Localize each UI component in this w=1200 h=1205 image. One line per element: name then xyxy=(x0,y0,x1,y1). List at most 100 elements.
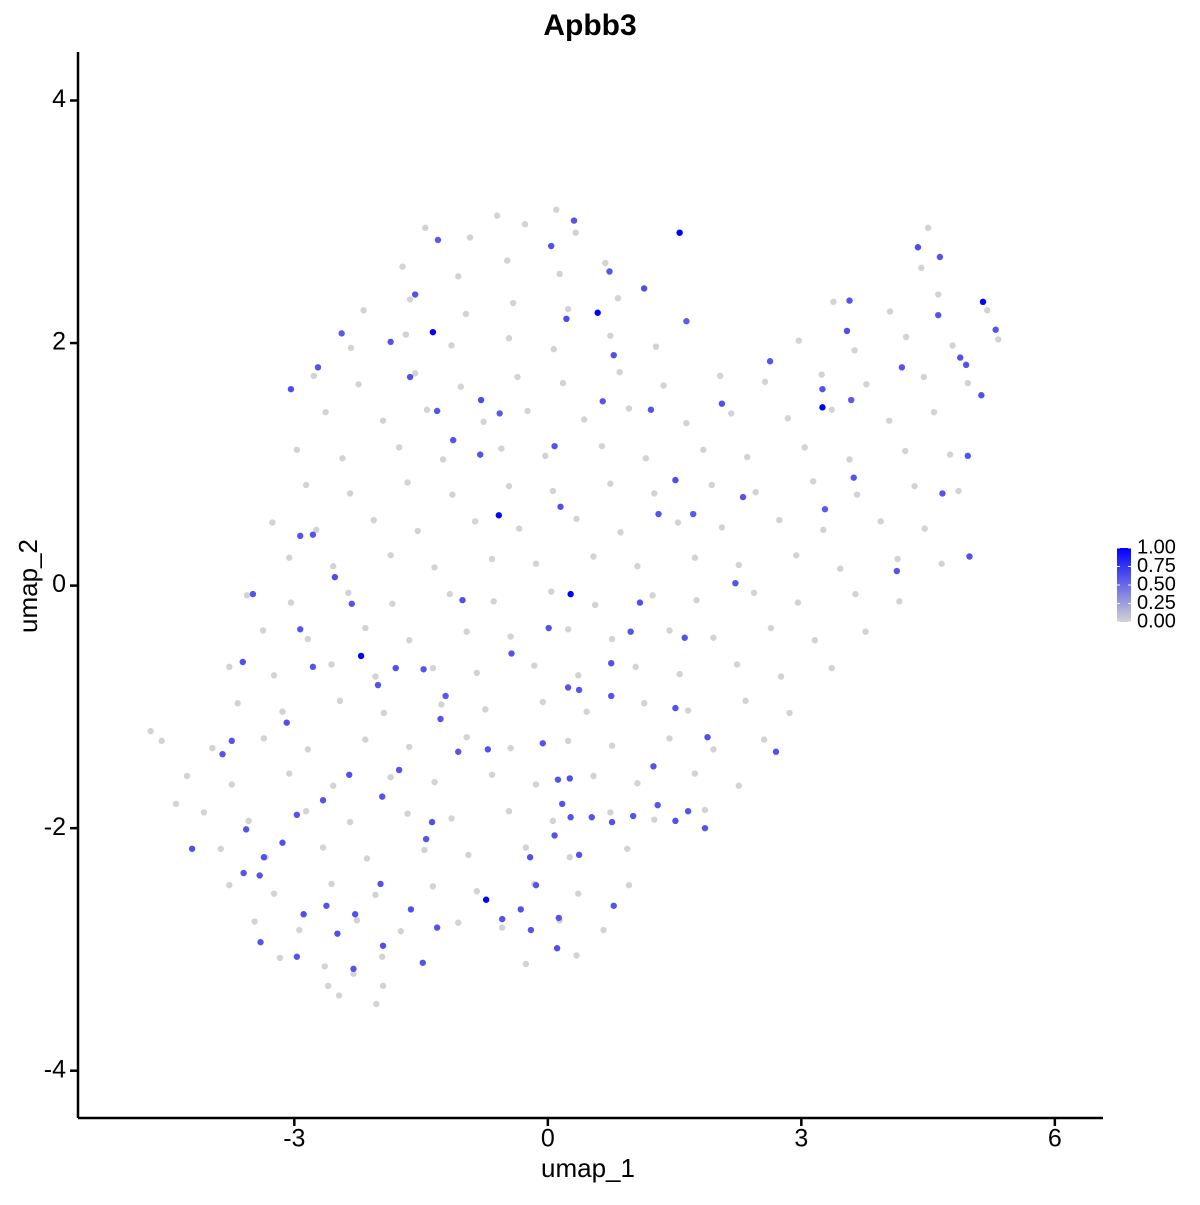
point xyxy=(389,600,396,607)
point xyxy=(617,529,624,536)
point xyxy=(449,491,456,498)
point xyxy=(614,294,622,302)
point xyxy=(862,628,869,635)
point xyxy=(524,407,531,415)
point xyxy=(820,526,827,534)
point xyxy=(828,406,835,413)
y-tick-label: -2 xyxy=(44,813,66,841)
point xyxy=(590,553,597,560)
x-tick-label: 0 xyxy=(541,1125,555,1153)
point xyxy=(249,590,257,598)
point xyxy=(776,516,783,524)
point xyxy=(296,926,303,934)
point xyxy=(496,410,503,417)
point xyxy=(610,351,617,359)
point xyxy=(955,487,962,495)
point xyxy=(406,373,414,381)
point xyxy=(431,564,438,571)
point xyxy=(402,331,410,338)
point xyxy=(449,436,457,444)
x-tick-label: 6 xyxy=(1048,1125,1062,1153)
chart-title: Apbb3 xyxy=(543,9,636,42)
point xyxy=(575,851,583,859)
point xyxy=(377,880,384,888)
point xyxy=(672,704,679,712)
point xyxy=(319,797,327,804)
point xyxy=(428,818,436,826)
point xyxy=(717,372,724,380)
point xyxy=(480,418,487,426)
point xyxy=(607,332,614,339)
point xyxy=(372,891,379,899)
point xyxy=(297,626,304,633)
point xyxy=(423,406,431,413)
point xyxy=(240,869,247,877)
colorbar-label: 0.50 xyxy=(1137,573,1176,595)
point xyxy=(404,810,411,817)
point xyxy=(701,806,709,814)
point xyxy=(649,592,656,599)
point xyxy=(902,447,909,455)
point xyxy=(346,490,354,497)
point xyxy=(964,452,971,460)
point xyxy=(226,881,233,889)
point xyxy=(293,446,301,453)
point xyxy=(346,771,353,778)
point xyxy=(387,552,394,559)
point xyxy=(914,244,922,251)
point xyxy=(600,926,607,934)
point xyxy=(521,221,529,228)
point xyxy=(228,737,235,745)
point xyxy=(200,809,208,816)
point xyxy=(801,444,808,451)
y-tick-label: -4 xyxy=(44,1055,66,1083)
point xyxy=(457,383,464,390)
point xyxy=(877,518,884,525)
point xyxy=(627,628,634,635)
point xyxy=(532,560,540,567)
point xyxy=(331,573,339,581)
point xyxy=(566,775,573,782)
y-axis-label: umap_2 xyxy=(13,539,43,633)
point xyxy=(309,531,317,538)
point xyxy=(850,474,857,481)
point xyxy=(522,960,530,968)
point xyxy=(498,924,506,931)
point xyxy=(407,906,415,913)
point xyxy=(395,444,403,451)
point xyxy=(319,844,327,851)
point xyxy=(794,599,802,606)
point xyxy=(437,715,444,723)
point xyxy=(557,503,564,510)
point xyxy=(493,212,501,219)
point xyxy=(651,490,658,497)
point xyxy=(379,417,387,424)
point xyxy=(466,234,474,241)
point xyxy=(735,561,742,569)
point xyxy=(395,766,403,774)
point xyxy=(422,224,429,232)
point xyxy=(463,733,470,741)
point xyxy=(323,902,330,909)
point xyxy=(551,832,558,839)
point xyxy=(766,358,774,365)
point xyxy=(949,342,956,349)
point xyxy=(795,337,802,344)
point xyxy=(575,672,582,679)
point xyxy=(793,552,800,559)
point xyxy=(629,812,637,820)
point xyxy=(651,816,658,823)
point xyxy=(334,930,341,937)
point xyxy=(526,854,534,861)
point xyxy=(710,634,717,641)
point xyxy=(946,451,954,458)
point xyxy=(898,364,906,371)
point xyxy=(286,554,293,561)
point xyxy=(462,310,470,318)
point xyxy=(279,839,286,846)
point xyxy=(570,217,578,224)
point xyxy=(548,242,555,250)
point xyxy=(978,392,985,399)
point xyxy=(531,662,538,669)
point xyxy=(514,373,521,381)
